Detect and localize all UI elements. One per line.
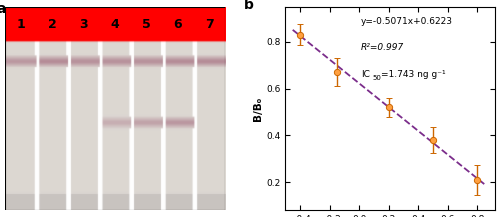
Text: y=-0.5071x+0.6223: y=-0.5071x+0.6223 xyxy=(361,17,453,26)
Text: 3: 3 xyxy=(80,18,88,31)
Text: R²=0.997: R²=0.997 xyxy=(361,43,404,52)
Text: 1: 1 xyxy=(16,18,25,31)
Text: 6: 6 xyxy=(174,18,182,31)
Text: a: a xyxy=(0,2,6,16)
Text: b: b xyxy=(244,0,254,12)
Text: 4: 4 xyxy=(110,18,120,31)
Text: 2: 2 xyxy=(48,18,56,31)
Text: IC: IC xyxy=(361,70,370,79)
Text: 50: 50 xyxy=(372,75,381,81)
Text: =1.743 ng g⁻¹: =1.743 ng g⁻¹ xyxy=(380,70,446,79)
Text: 5: 5 xyxy=(142,18,151,31)
Text: 7: 7 xyxy=(205,18,214,31)
Y-axis label: B/B₀: B/B₀ xyxy=(254,96,264,121)
